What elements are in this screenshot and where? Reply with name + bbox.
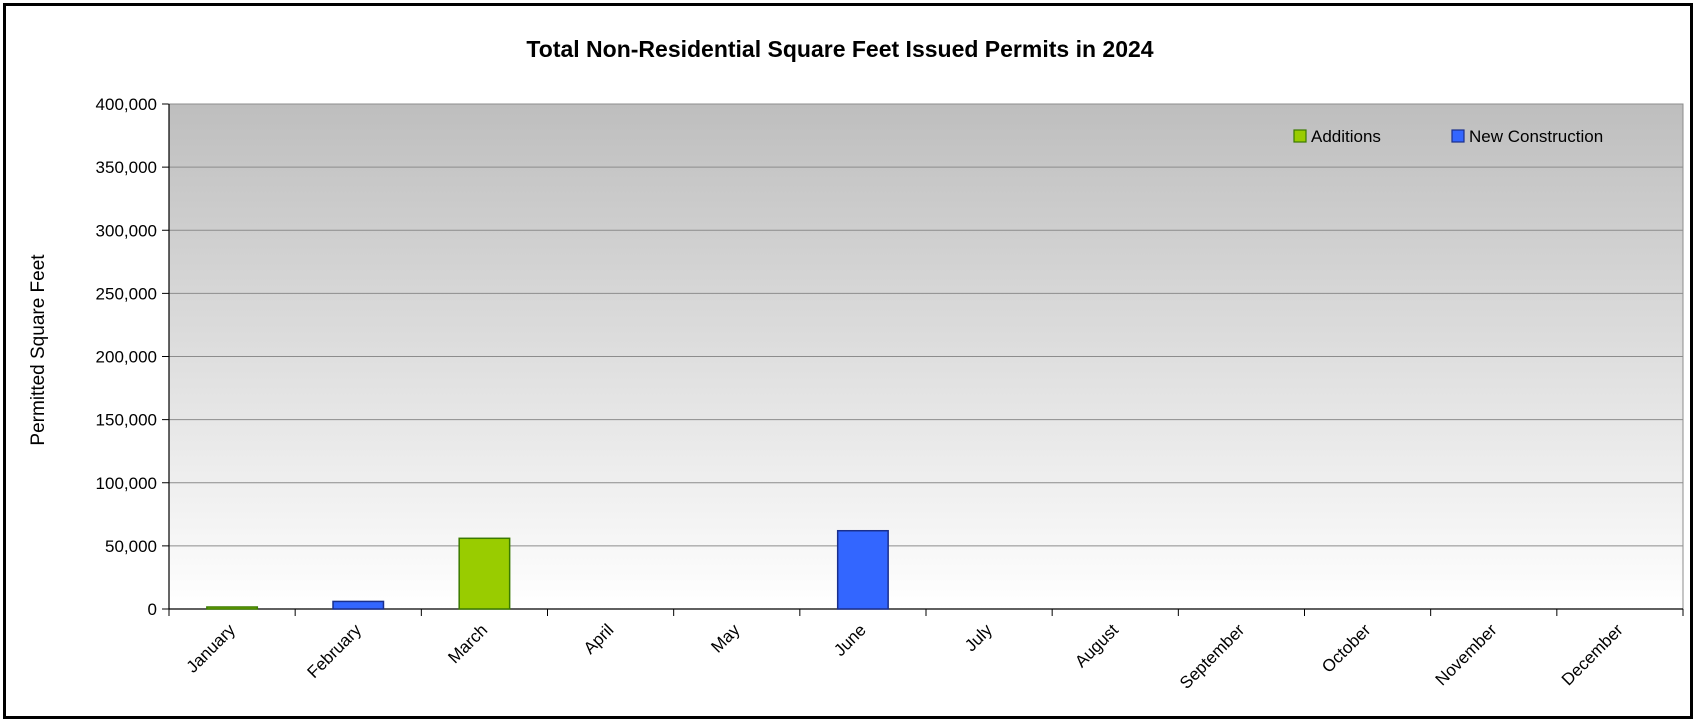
y-axis-label: Permitted Square Feet: [28, 254, 49, 446]
y-tick-label: 50,000: [105, 537, 157, 556]
bar-new-construction-june: [836, 529, 889, 610]
x-tick-label: April: [580, 620, 617, 657]
y-tick-label: 250,000: [96, 284, 157, 303]
y-tick-label: 400,000: [96, 95, 157, 114]
x-tick-label: May: [707, 620, 743, 656]
legend-swatch-new-construction: [1451, 129, 1465, 143]
x-tick-label: June: [830, 620, 870, 660]
y-tick-label: 100,000: [96, 474, 157, 493]
x-tick-label: October: [1318, 620, 1374, 676]
legend-swatch-additions: [1293, 129, 1307, 143]
x-tick-label: March: [444, 620, 491, 667]
y-tick-label: 150,000: [96, 411, 157, 430]
bar-additions-march: [458, 537, 511, 610]
x-tick-label: September: [1176, 620, 1248, 692]
x-tick-label: August: [1071, 620, 1122, 671]
y-tick-label: 0: [148, 600, 157, 619]
legend: Additions New Construction: [1293, 127, 1603, 146]
bar-additions-january: [206, 606, 259, 610]
x-tick-label: July: [961, 620, 996, 655]
plot-area: 0 50,000 100,000 150,000 200,000 250,000 300,0…: [96, 95, 1684, 693]
bar-new-construction-february: [332, 600, 385, 610]
x-tick-label: November: [1432, 620, 1501, 689]
x-tick-label: February: [304, 620, 366, 682]
x-tick-label: December: [1558, 620, 1627, 689]
y-tick-label: 300,000: [96, 221, 157, 240]
y-tick-label: 200,000: [96, 348, 157, 367]
chart-title: Total Non-Residential Square Feet Issued…: [526, 36, 1153, 62]
y-tick-label: 350,000: [96, 158, 157, 177]
legend-label-additions: Additions: [1311, 127, 1381, 146]
x-tick-label: January: [183, 620, 240, 677]
legend-label-new-construction: New Construction: [1469, 127, 1603, 146]
